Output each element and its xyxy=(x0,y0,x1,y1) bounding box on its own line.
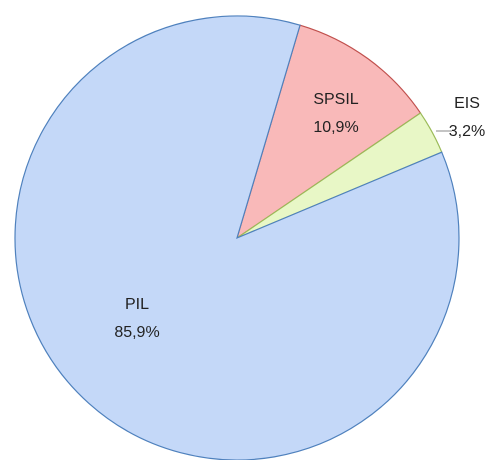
slice-value: 85,9% xyxy=(114,324,159,341)
pie-slice xyxy=(235,24,422,240)
slice-value: 10,9% xyxy=(313,119,358,136)
slice-name: EIS xyxy=(454,95,480,112)
slice-value: 3,2% xyxy=(449,123,485,140)
pie-slice xyxy=(14,15,460,460)
slice-name: PIL xyxy=(125,296,149,313)
slice-name: SPSIL xyxy=(313,91,358,108)
